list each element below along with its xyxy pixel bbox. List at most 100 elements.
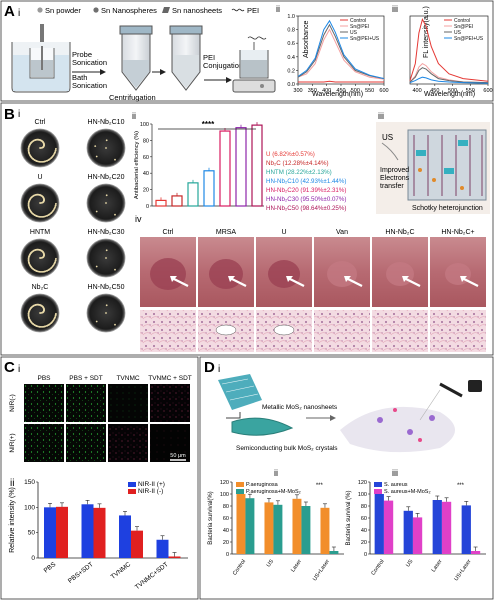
wound-area xyxy=(268,260,300,288)
x-tick-label: Control xyxy=(370,559,385,577)
tissue-label: HN-Nb₂C xyxy=(385,229,414,236)
bar xyxy=(383,500,394,554)
colony xyxy=(105,312,107,314)
centrifuge-tube xyxy=(119,25,153,91)
colony xyxy=(36,193,39,196)
x-tick-label: 300 xyxy=(293,88,302,94)
colony xyxy=(50,212,52,215)
fluor-col-label: PBS xyxy=(37,375,51,382)
bar xyxy=(403,510,413,554)
bar xyxy=(329,551,339,554)
legend-label: S. aureus+M-MoS₂ xyxy=(384,489,431,495)
dish-label: HN-Nb₂C50 xyxy=(88,284,125,291)
abscess xyxy=(215,324,237,336)
mos2-schematic: Metallic MoS₂ nanosheets Semiconducting … xyxy=(218,374,482,453)
series-line-0 xyxy=(298,80,384,83)
colony xyxy=(48,158,51,161)
y-tick-label: 50 xyxy=(28,530,36,537)
colony xyxy=(30,265,32,268)
chart-survival-saureus: 0 20 40 60 80 100 120 Bacteria survival (%) Cont… xyxy=(346,480,486,582)
colony xyxy=(50,267,52,270)
panel-a-legend: Sn powder Sn Nanospheres Sn nanosheets P… xyxy=(37,6,259,15)
panel-d-iii: iii xyxy=(392,468,398,478)
colony xyxy=(27,312,30,315)
x-tick-label: TVNMC+SDT xyxy=(134,561,170,591)
colony xyxy=(45,160,48,162)
fluorescence-grid: PBS PBS + SDT TVNMC TVNMC + SDT NIR(-) NIR(+)… xyxy=(9,375,192,462)
colony xyxy=(42,146,44,149)
colony xyxy=(27,257,30,259)
colony xyxy=(43,254,45,257)
dish-label: Ctrl xyxy=(35,119,46,126)
colony xyxy=(28,152,30,154)
improved-l3: transfer xyxy=(380,183,404,190)
colony xyxy=(30,210,32,213)
colony xyxy=(28,255,30,258)
colony xyxy=(27,259,30,262)
colony xyxy=(37,138,40,141)
colony xyxy=(41,256,44,259)
step-bath-l2: Sonication xyxy=(72,81,107,90)
x-tick-label: 600 xyxy=(483,88,492,94)
colony xyxy=(39,147,42,149)
panel-c-ii: ii xyxy=(10,478,14,489)
fluor-image xyxy=(24,384,64,422)
colony xyxy=(105,249,108,252)
legend-label: P.aeruginosa xyxy=(246,482,279,488)
legend-label: S. aureus xyxy=(384,482,408,488)
colony xyxy=(31,250,34,253)
colony xyxy=(33,214,36,216)
colony xyxy=(27,202,30,204)
fluor-row-label: NIR(+) xyxy=(9,433,16,452)
tissue-label: Ctrl xyxy=(163,229,174,236)
colony xyxy=(27,314,30,317)
legend-sn-nanosheets: Sn nanosheets xyxy=(172,6,222,15)
panel-a-i: i xyxy=(18,8,20,19)
y-axis-label: Relative intensity (%) xyxy=(9,487,16,553)
colony xyxy=(32,157,34,160)
legend-label: Sn@PEI xyxy=(350,24,369,30)
legend-sn-powder: Sn powder xyxy=(45,6,81,15)
colony xyxy=(29,198,31,201)
colony xyxy=(34,249,37,251)
colony xyxy=(114,323,116,326)
step-probe-sonication: Probe Sonication xyxy=(72,50,107,67)
legend-entry: U (6.82%±0.57%) xyxy=(266,151,315,158)
colony xyxy=(114,213,116,216)
colony xyxy=(28,262,30,264)
fluor-col-label: TVNMC xyxy=(116,375,139,382)
colony xyxy=(31,212,33,215)
bar xyxy=(432,500,442,554)
colony xyxy=(40,326,43,328)
y-tick-label: 100 xyxy=(24,504,35,511)
legend-entry: HN-Nb₂C50 (98.64%±0.25%) xyxy=(266,205,346,212)
colony xyxy=(42,197,45,199)
y-tick-label: 0 xyxy=(226,552,229,558)
colony xyxy=(40,271,43,273)
arrow-shaft xyxy=(287,277,305,287)
colony xyxy=(54,205,57,207)
y-tick-label: 120 xyxy=(220,480,229,486)
legend-swatch xyxy=(128,482,136,487)
step-centrifugation: Centrifugation xyxy=(109,93,156,102)
legend-entry: HN-Nb₂C30 (95.50%±0.07%) xyxy=(266,196,346,203)
y-tick-label: 0 xyxy=(146,204,149,210)
schottky-schematic: US Improved Electrons transfer Schotky het… xyxy=(376,122,490,214)
colony xyxy=(52,319,54,322)
colony xyxy=(43,144,45,147)
bar xyxy=(93,507,106,558)
colony xyxy=(53,262,56,264)
axes-frame xyxy=(409,15,489,85)
schematic-schottky: Schotky heterojunction xyxy=(412,205,483,212)
bar xyxy=(131,530,143,558)
y-tick-label: 0.4 xyxy=(287,55,295,61)
colony xyxy=(33,269,36,271)
colony xyxy=(95,155,98,158)
bar xyxy=(273,504,283,554)
colony xyxy=(45,215,48,217)
colony xyxy=(33,194,36,197)
significance-stars: *** xyxy=(457,483,465,489)
bar xyxy=(374,494,384,554)
bar xyxy=(155,199,167,207)
